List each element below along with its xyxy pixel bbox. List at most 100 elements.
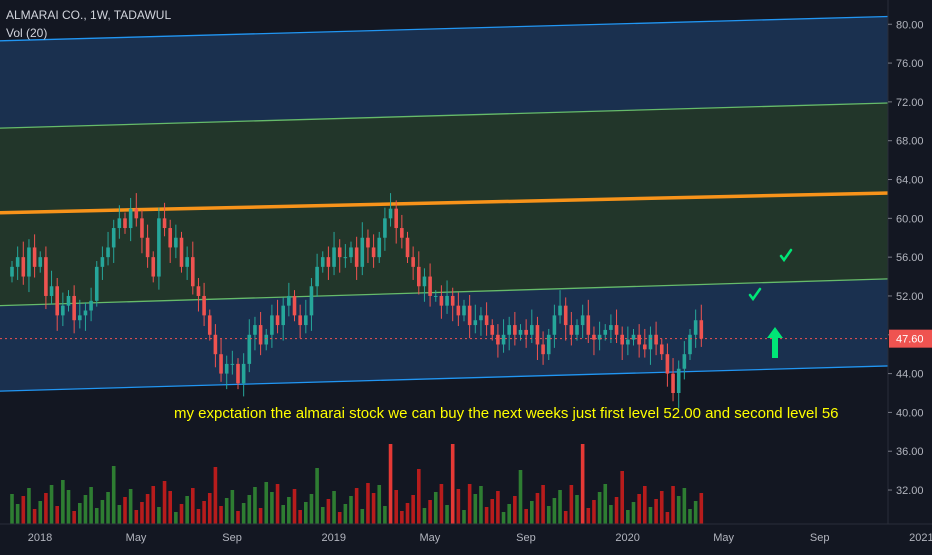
candle[interactable] [417,266,421,287]
candle[interactable] [83,310,88,316]
candle[interactable] [671,373,675,393]
candle[interactable] [162,218,167,229]
candle[interactable] [191,257,195,287]
candle[interactable] [445,295,449,306]
candle[interactable] [501,334,506,345]
candle[interactable] [61,305,65,316]
candle[interactable] [304,315,308,326]
candle[interactable] [575,325,579,335]
candle[interactable] [659,344,664,355]
candle[interactable] [648,334,653,350]
candle[interactable] [665,354,670,374]
candle[interactable] [213,334,218,355]
candle[interactable] [530,325,534,335]
candle[interactable] [100,257,105,267]
candle[interactable] [614,325,619,335]
candle[interactable] [106,247,110,258]
candle[interactable] [292,295,297,316]
candle[interactable] [117,218,122,229]
candle[interactable] [151,257,156,277]
candle[interactable] [44,257,48,296]
candle[interactable] [219,354,223,374]
channel-upper-outer-line[interactable] [0,15,889,42]
candle[interactable] [377,237,382,258]
candle[interactable] [309,286,314,316]
candle[interactable] [433,295,438,297]
candle[interactable] [546,334,551,355]
candle[interactable] [558,305,562,316]
candle[interactable] [241,363,246,384]
candle[interactable] [78,315,82,321]
candle[interactable] [422,276,427,287]
candle[interactable] [140,218,144,238]
candle[interactable] [400,228,404,238]
candle[interactable] [55,286,59,316]
candle[interactable] [592,334,596,340]
candle[interactable] [89,300,93,311]
candle[interactable] [405,237,410,258]
candle[interactable] [580,315,585,326]
candle[interactable] [287,295,291,306]
candle[interactable] [513,325,517,335]
candle[interactable] [388,208,393,219]
annotation-text[interactable]: my expctation the almarai stock we can b… [174,405,839,422]
candle[interactable] [343,257,348,259]
candle[interactable] [320,257,325,267]
candle[interactable] [411,257,415,267]
candle[interactable] [569,325,574,335]
volume-indicator-label[interactable]: Vol (20) [6,26,48,40]
candle[interactable] [207,315,212,335]
candle[interactable] [490,325,495,335]
candle[interactable] [337,247,342,258]
candle[interactable] [360,237,365,267]
candle[interactable] [563,305,568,326]
candle[interactable] [631,334,636,340]
candle[interactable] [123,218,127,229]
candle[interactable] [275,315,280,326]
candle[interactable] [524,329,528,335]
candle[interactable] [128,208,133,229]
candle[interactable] [439,295,444,306]
candle[interactable] [202,295,206,316]
candle[interactable] [247,334,252,364]
candle[interactable] [462,305,466,316]
candle[interactable] [371,247,376,258]
candle[interactable] [626,339,630,345]
candle[interactable] [236,363,240,384]
candle[interactable] [693,320,698,335]
candle[interactable] [643,344,647,350]
candle[interactable] [349,247,353,258]
candle[interactable] [682,354,687,369]
candle[interactable] [609,325,613,330]
channel-upper-inner-line[interactable] [0,102,889,129]
candle[interactable] [281,305,285,326]
candle[interactable] [354,247,359,267]
candle[interactable] [496,334,500,345]
resistance-trendline[interactable] [0,190,928,215]
candle[interactable] [541,344,545,355]
candle[interactable] [597,334,602,340]
candle[interactable] [196,286,201,296]
candle[interactable] [264,334,269,345]
candle[interactable] [179,237,184,267]
candle[interactable] [456,305,461,316]
candle[interactable] [688,334,692,355]
candle[interactable] [637,334,641,345]
candle[interactable] [111,228,116,248]
candle[interactable] [473,320,478,326]
candle[interactable] [94,266,99,301]
candle[interactable] [72,295,76,321]
candle[interactable] [507,325,511,335]
channel-lower-outer-line[interactable] [0,365,889,392]
candle[interactable] [38,257,43,267]
candle[interactable] [428,276,432,296]
candle[interactable] [535,325,540,345]
candle[interactable] [332,247,336,267]
candle[interactable] [32,247,37,267]
candle[interactable] [394,208,398,229]
candle[interactable] [253,325,257,335]
candle[interactable] [174,237,178,248]
candle[interactable] [366,237,370,248]
candle[interactable] [168,228,172,248]
